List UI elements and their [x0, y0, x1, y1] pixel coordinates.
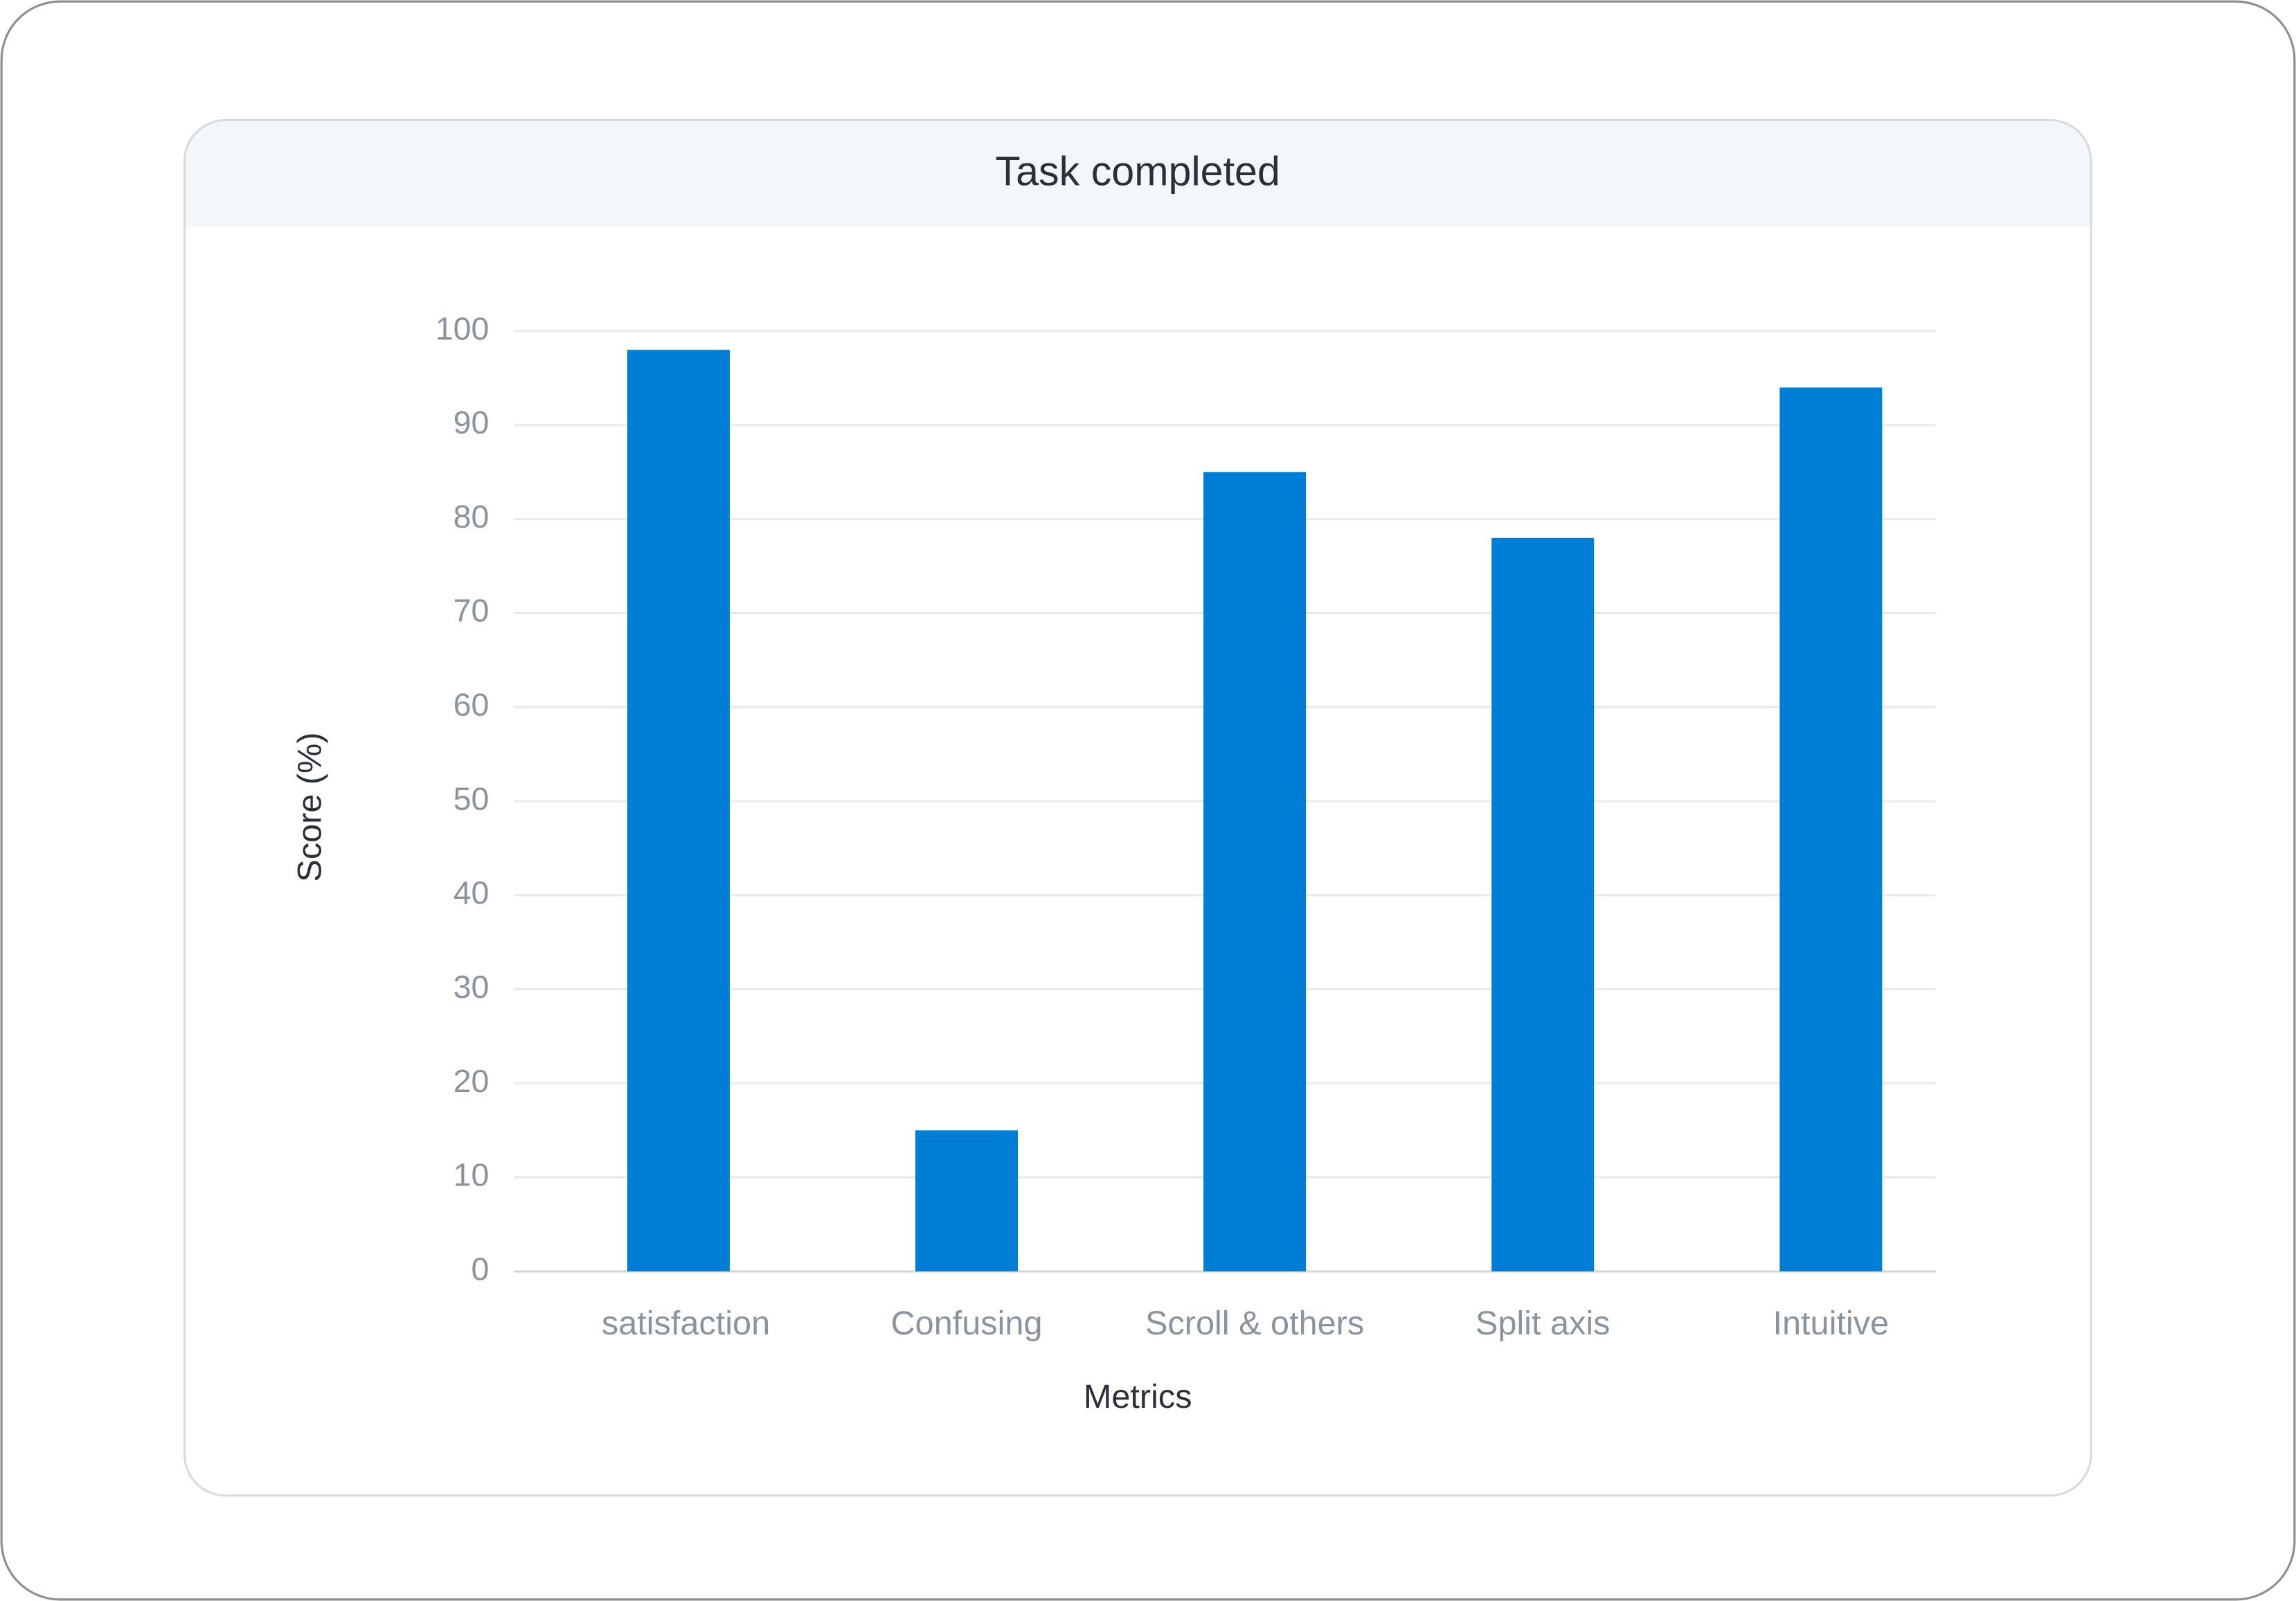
bar — [915, 1130, 1019, 1272]
chart-title: Task completed — [996, 147, 1280, 194]
y-tick-label: 0 — [471, 1251, 489, 1287]
x-tick-label: Scroll & others — [1145, 1305, 1364, 1342]
y-tick-label: 30 — [454, 969, 490, 1005]
x-tick-label: Intuitive — [1773, 1305, 1890, 1342]
y-tick-label: 70 — [454, 593, 490, 629]
y-tick-label: 50 — [454, 780, 490, 816]
y-axis-title: Score (%) — [291, 732, 328, 882]
bar — [1779, 387, 1883, 1272]
y-tick-label: 20 — [454, 1063, 490, 1099]
bar — [627, 350, 730, 1272]
x-axis-title: Metrics — [1084, 1378, 1192, 1415]
y-tick-label: 40 — [454, 875, 490, 911]
x-tick-label: satisfaction — [602, 1305, 770, 1342]
x-tick-label: Confusing — [891, 1305, 1043, 1342]
y-tick-label: 100 — [436, 310, 490, 346]
x-tick-label: Split axis — [1476, 1305, 1611, 1342]
y-tick-label: 80 — [454, 499, 490, 535]
bar — [1491, 537, 1595, 1272]
y-tick-label: 90 — [454, 404, 490, 440]
card-header — [184, 120, 2091, 227]
card-border — [183, 118, 2092, 1497]
bar — [1203, 472, 1307, 1272]
y-tick-label: 10 — [454, 1157, 490, 1193]
y-tick-label: 60 — [454, 687, 490, 723]
